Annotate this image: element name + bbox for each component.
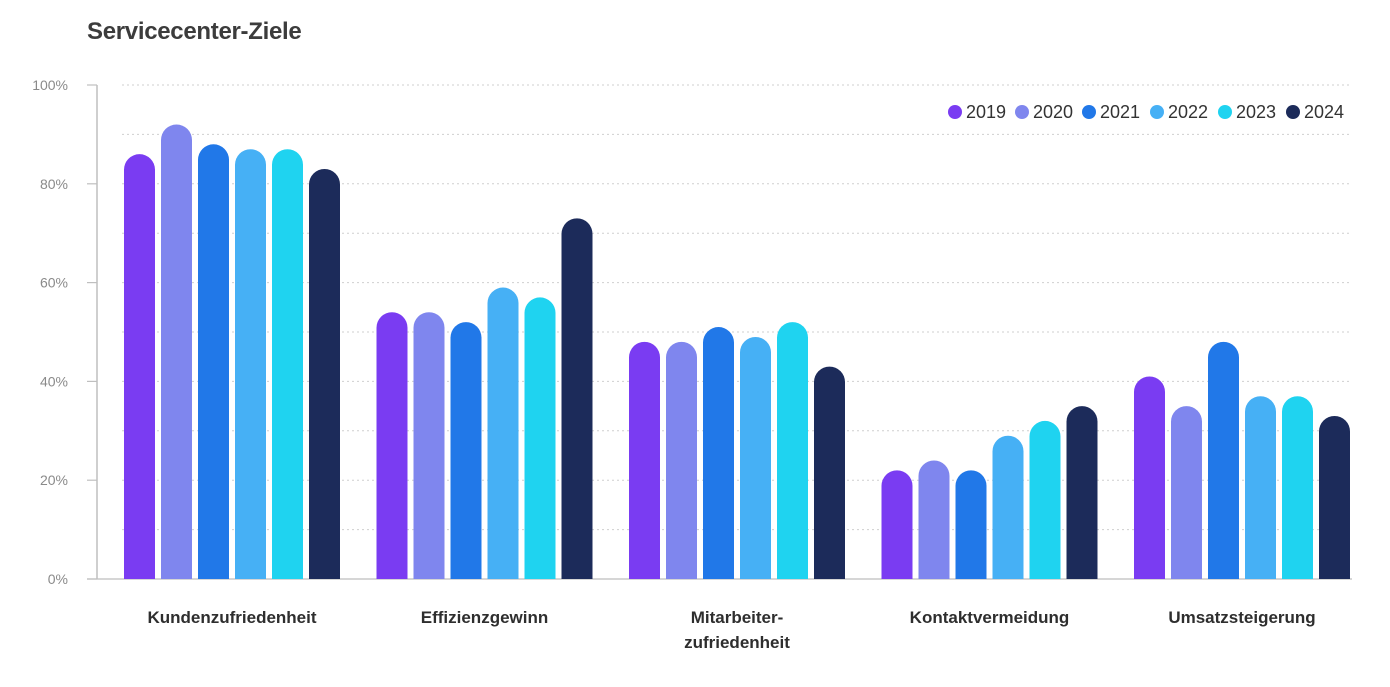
bar-2020-3 <box>918 460 950 579</box>
bar-2019-4 <box>1134 376 1165 579</box>
ytick-layer: 0% 20% 40% 60% 80% 100% <box>32 77 97 587</box>
legend-marker-2021 <box>1082 105 1096 119</box>
bar-2020-0 <box>161 124 192 580</box>
legend-marker-2019 <box>948 105 962 119</box>
legend-label-2020: 2020 <box>1033 102 1073 122</box>
legend-label-2022: 2022 <box>1168 102 1208 122</box>
legend-marker-2020 <box>1015 105 1029 119</box>
bar-2024-1 <box>561 218 593 579</box>
x-category-label: Mitarbeiter- <box>691 608 784 627</box>
y-tick-label: 20% <box>40 472 68 488</box>
legend-label-2021: 2021 <box>1100 102 1140 122</box>
y-tick-label: 40% <box>40 373 68 389</box>
bar-2024-4 <box>1319 415 1350 579</box>
bar-2019-2 <box>629 341 660 579</box>
chart-title: Servicecenter-Ziele <box>87 18 302 45</box>
bar-2021-0 <box>198 144 229 579</box>
y-tick-label: 100% <box>32 77 68 93</box>
bar-2024-0 <box>309 168 340 579</box>
bar-2019-3 <box>881 470 913 579</box>
legend-marker-2022 <box>1150 105 1164 119</box>
legend-label-2019: 2019 <box>966 102 1006 122</box>
y-tick-label: 60% <box>40 275 68 291</box>
x-category-label: Kundenzufriedenheit <box>147 608 316 627</box>
chart-legend: 2019 2020 2021 2022 2023 2024 <box>948 102 1344 122</box>
bar-2023-0 <box>272 149 303 580</box>
legend-label-2023: 2023 <box>1236 102 1276 122</box>
bar-2023-4 <box>1282 396 1313 579</box>
legend-marker-2024 <box>1286 105 1300 119</box>
xlabel-layer: Kundenzufriedenheit Effizienzgewinn Mitarb… <box>147 608 1315 652</box>
bar-2021-2 <box>703 327 734 579</box>
bar-2019-0 <box>124 154 155 579</box>
bar-2022-3 <box>992 435 1024 579</box>
bar-2024-3 <box>1066 406 1098 579</box>
x-category-label: Kontaktvermeidung <box>910 608 1070 627</box>
y-tick-label: 0% <box>48 571 68 587</box>
x-category-label: zufriedenheit <box>684 633 790 652</box>
bar-2023-1 <box>524 297 556 579</box>
bar-2021-4 <box>1208 341 1239 579</box>
bar-2023-3 <box>1029 420 1061 579</box>
bar-2021-3 <box>955 470 987 579</box>
bar-2020-2 <box>666 341 697 579</box>
bar-2024-2 <box>814 366 845 579</box>
bar-2022-4 <box>1245 396 1276 579</box>
bar-2022-2 <box>740 336 771 579</box>
bar-2019-1 <box>376 312 408 579</box>
x-category-label: Umsatzsteigerung <box>1168 608 1315 627</box>
bar-2020-4 <box>1171 406 1202 579</box>
bar-2021-1 <box>450 322 482 579</box>
legend-label-2024: 2024 <box>1304 102 1344 122</box>
bar-2022-1 <box>487 287 519 579</box>
bar-2023-2 <box>777 322 808 579</box>
bar-2022-0 <box>235 149 266 580</box>
legend-marker-2023 <box>1218 105 1232 119</box>
bar-2020-1 <box>413 312 445 579</box>
y-tick-label: 80% <box>40 176 68 192</box>
bar-layer <box>124 124 1350 580</box>
x-category-label: Effizienzgewinn <box>421 608 549 627</box>
